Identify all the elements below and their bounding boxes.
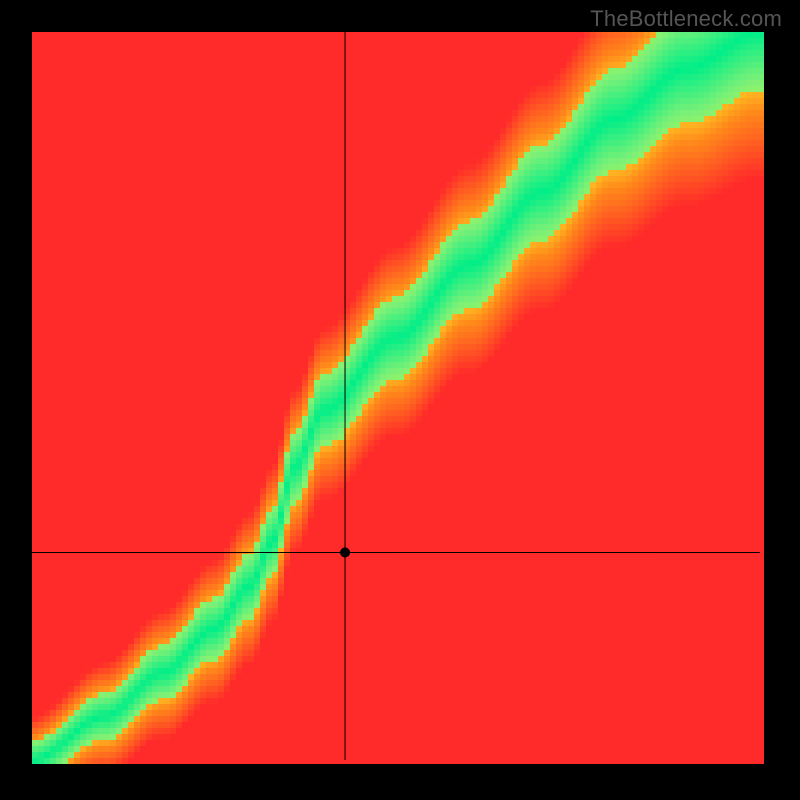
bottleneck-heatmap bbox=[0, 0, 800, 800]
branding-text: TheBottleneck.com bbox=[590, 6, 782, 32]
chart-container: TheBottleneck.com bbox=[0, 0, 800, 800]
